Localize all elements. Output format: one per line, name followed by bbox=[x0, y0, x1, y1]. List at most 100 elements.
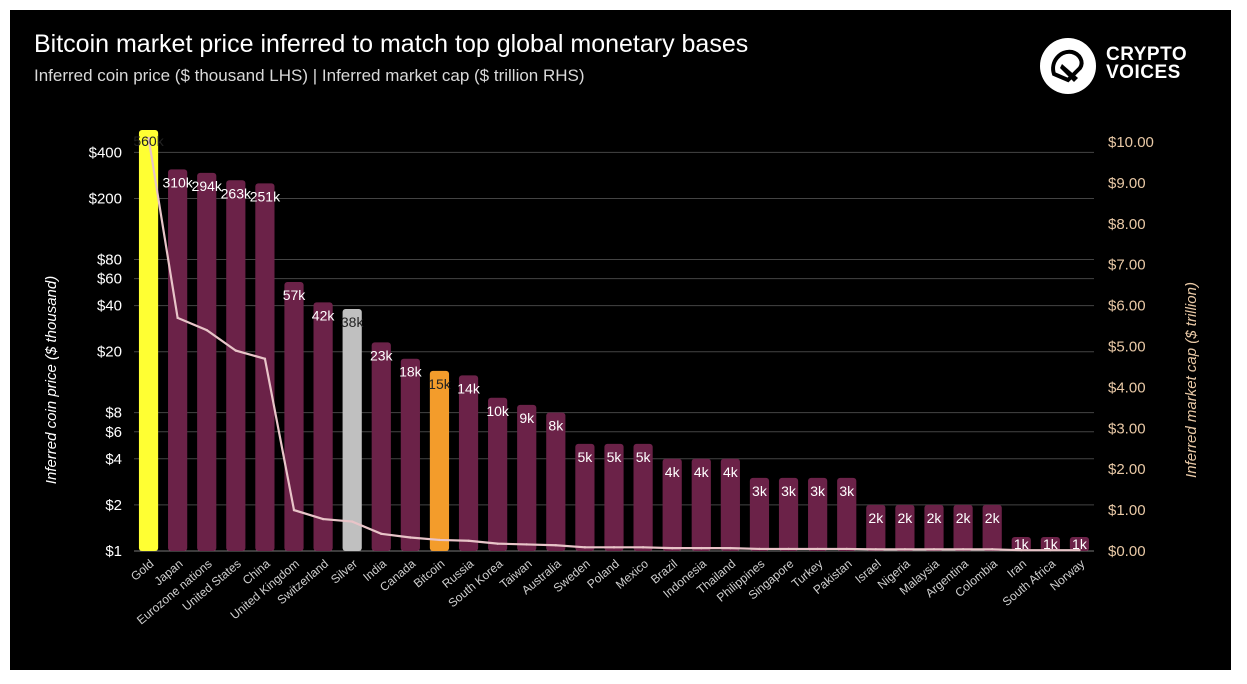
right-tick-label: $4.00 bbox=[1108, 379, 1146, 396]
market-cap-point bbox=[874, 548, 878, 551]
market-cap-point bbox=[583, 546, 587, 549]
bar bbox=[517, 404, 537, 551]
bar bbox=[662, 458, 682, 551]
logo-wordmark: CRYPTO VOICES bbox=[1106, 44, 1188, 82]
bar bbox=[691, 458, 711, 551]
market-cap-point bbox=[990, 548, 994, 551]
market-cap-point bbox=[1078, 548, 1081, 552]
bar-data-label: 3k bbox=[781, 483, 797, 499]
left-tick-label: $40 bbox=[97, 298, 122, 315]
market-cap-point bbox=[961, 548, 965, 551]
right-tick-label: $7.00 bbox=[1108, 257, 1146, 274]
right-tick-label: $5.00 bbox=[1108, 339, 1146, 356]
bar-data-label: 294k bbox=[192, 178, 223, 194]
bar-data-label: 10k bbox=[486, 403, 510, 419]
bar-data-label: 14k bbox=[457, 380, 481, 396]
bar-data-label: 15k bbox=[428, 376, 452, 392]
bar-data-label: 42k bbox=[312, 307, 336, 323]
market-cap-point bbox=[787, 547, 790, 551]
bar-data-label: 1k bbox=[1043, 536, 1059, 552]
market-cap-point bbox=[321, 517, 325, 521]
left-tick-label: $6 bbox=[105, 424, 122, 441]
market-cap-point bbox=[612, 546, 616, 549]
bar bbox=[342, 308, 362, 551]
market-cap-point bbox=[467, 539, 470, 542]
x-category-label: Mexico bbox=[613, 556, 651, 591]
left-tick-label: $4 bbox=[105, 451, 122, 468]
market-cap-line-group bbox=[147, 136, 1081, 552]
bar bbox=[546, 412, 566, 551]
bar bbox=[458, 375, 479, 551]
right-tick-label: $9.00 bbox=[1108, 175, 1146, 192]
right-axis: $0.00 $1.00 $2.00 $3.00 $4.00 $5.00 $6.00 $7.00… bbox=[1108, 134, 1154, 560]
market-cap-point bbox=[380, 532, 383, 536]
bar bbox=[429, 370, 450, 551]
market-cap-point bbox=[438, 538, 441, 542]
market-cap-point bbox=[903, 548, 907, 551]
market-cap-point bbox=[147, 136, 150, 140]
bar-data-label: 3k bbox=[839, 483, 855, 499]
right-tick-label: $0.00 bbox=[1108, 543, 1146, 560]
left-tick-label: $1 bbox=[105, 543, 122, 560]
bar bbox=[924, 504, 944, 551]
right-tick-label: $1.00 bbox=[1108, 502, 1146, 519]
left-tick-label: $60 bbox=[97, 271, 122, 288]
bar-data-label: 5k bbox=[607, 449, 623, 465]
bar-data-label: 2k bbox=[985, 510, 1001, 526]
bar-data-label: 310k bbox=[162, 174, 193, 190]
bar-data-label: 251k bbox=[250, 188, 281, 204]
right-tick-label: $10.00 bbox=[1108, 134, 1154, 151]
bar bbox=[866, 504, 886, 551]
market-cap-point bbox=[816, 547, 819, 551]
bar-data-label: 3k bbox=[810, 483, 826, 499]
bar bbox=[837, 477, 857, 551]
bar bbox=[982, 504, 1002, 551]
bar-data-label: 2k bbox=[868, 510, 884, 526]
bar-data-label: 1k bbox=[1072, 536, 1088, 552]
x-category-label: Silver bbox=[328, 557, 360, 587]
bar bbox=[1011, 537, 1031, 551]
chart-title: Bitcoin market price inferred to match t… bbox=[34, 30, 749, 58]
bar bbox=[1069, 537, 1090, 551]
bar-data-label: 4k bbox=[723, 464, 739, 480]
market-cap-point bbox=[758, 547, 761, 551]
logo-line-1: CRYPTO bbox=[1106, 44, 1188, 65]
left-tick-label: $400 bbox=[89, 144, 122, 161]
bar-data-label: 5k bbox=[578, 449, 594, 465]
market-cap-point bbox=[554, 544, 558, 547]
bar bbox=[720, 458, 740, 551]
bar bbox=[400, 358, 420, 551]
market-cap-point bbox=[350, 520, 354, 523]
market-cap-point bbox=[496, 542, 499, 545]
bar-data-label: 2k bbox=[898, 510, 914, 526]
bar-data-label: 4k bbox=[694, 464, 710, 480]
market-cap-point bbox=[234, 349, 238, 352]
bar-data-label: 9k bbox=[519, 410, 535, 426]
left-tick-label: $80 bbox=[97, 251, 122, 268]
market-cap-point bbox=[700, 546, 703, 550]
bar bbox=[895, 504, 915, 551]
bar bbox=[575, 443, 595, 551]
bar-data-label: 560k bbox=[133, 133, 164, 149]
bar-data-label: 18k bbox=[399, 364, 423, 380]
market-cap-point bbox=[292, 508, 296, 512]
bar-data-label: 8k bbox=[548, 418, 564, 434]
market-cap-point bbox=[176, 316, 179, 320]
bar-data-label: 38k bbox=[341, 314, 365, 330]
bar bbox=[749, 477, 770, 551]
logo-emblem-icon bbox=[1040, 38, 1096, 94]
market-cap-point bbox=[1020, 548, 1023, 552]
crypto-voices-logo: CRYPTO VOICES bbox=[1040, 38, 1190, 98]
bar bbox=[808, 477, 828, 551]
bar bbox=[488, 397, 508, 551]
bar-data-label: 5k bbox=[636, 449, 652, 465]
bar-data-label: 57k bbox=[283, 287, 307, 303]
x-category-label: Bitcoin bbox=[411, 557, 448, 591]
market-cap-point bbox=[729, 546, 732, 550]
market-cap-point bbox=[525, 543, 528, 546]
bar bbox=[604, 443, 624, 551]
bar bbox=[633, 443, 653, 551]
bar bbox=[313, 302, 333, 551]
